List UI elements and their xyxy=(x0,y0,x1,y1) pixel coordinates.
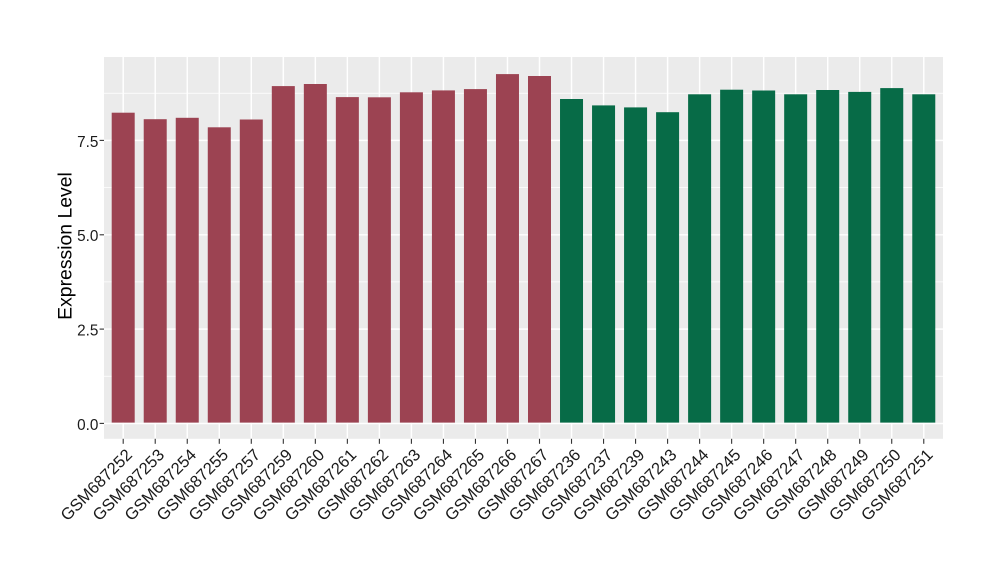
svg-text:0.0: 0.0 xyxy=(77,417,98,434)
svg-text:5.0: 5.0 xyxy=(77,228,98,245)
svg-text:7.5: 7.5 xyxy=(77,134,98,151)
svg-text:2.5: 2.5 xyxy=(77,323,98,340)
svg-text:Expression Level: Expression Level xyxy=(55,172,77,320)
